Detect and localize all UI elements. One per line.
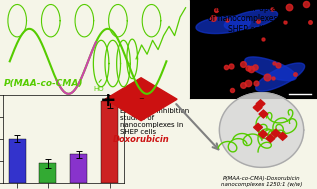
Text: Intracellular uptake
of nanocomplexes in
SHEP cells: Intracellular uptake of nanocomplexes in… (208, 4, 287, 34)
Bar (70, 154, 87, 183)
Polygon shape (254, 123, 262, 131)
Polygon shape (259, 110, 268, 118)
Text: HO: HO (93, 86, 104, 92)
Text: ~: ~ (138, 96, 144, 102)
Text: Doxorubicin: Doxorubicin (113, 135, 170, 144)
Text: Endocytic inhibition
studies of
nanocomplexes in
SHEP cells: Endocytic inhibition studies of nanocomp… (120, 108, 190, 135)
Polygon shape (266, 135, 275, 142)
Polygon shape (245, 57, 296, 81)
Polygon shape (105, 78, 177, 121)
Polygon shape (224, 10, 278, 30)
Bar (101, 101, 118, 183)
Text: P(MAA-co-CMA): P(MAA-co-CMA) (3, 79, 83, 88)
Text: P(MAA-co-CMA)-Doxorubicin
nanocomplexes 1250:1 (w/w): P(MAA-co-CMA)-Doxorubicin nanocomplexes … (221, 176, 302, 187)
Bar (9, 139, 26, 183)
Polygon shape (259, 130, 268, 138)
Polygon shape (271, 129, 280, 137)
Text: +: + (100, 91, 116, 110)
Polygon shape (256, 63, 305, 91)
Polygon shape (256, 100, 265, 108)
Polygon shape (196, 16, 250, 34)
Polygon shape (278, 132, 287, 140)
Polygon shape (219, 93, 304, 167)
Polygon shape (253, 104, 262, 112)
Bar (40, 163, 56, 183)
